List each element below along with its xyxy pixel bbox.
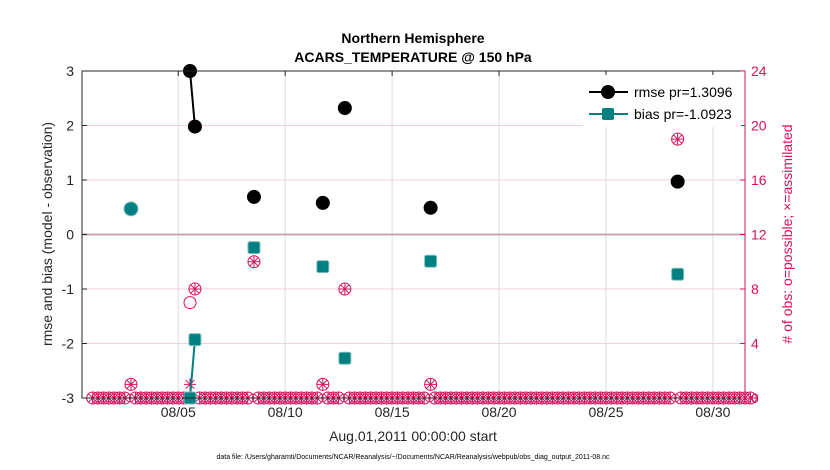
obs-assimilated-marker (424, 378, 437, 391)
obs-assimilated-marker (124, 378, 137, 391)
rmse-point (670, 174, 685, 189)
y-tick-label: -2 (62, 336, 75, 352)
bias-point (424, 254, 438, 268)
legend-rmse-label: rmse pr=1.3096 (634, 84, 733, 100)
x-axis-label: Aug.01,2011 00:00:00 start (329, 428, 497, 444)
obs-assimilated-marker (188, 283, 201, 295)
obs-count-markers (86, 132, 757, 405)
data-file-footer: data file: /Users/gharamti/Documents/NCA… (216, 454, 610, 461)
rmse-point (246, 189, 261, 204)
obs-assimilated-zero-marker (744, 392, 757, 404)
x-tick-label: 08/20 (482, 404, 517, 420)
rmse-line-segment (189, 70, 196, 127)
y-right-tick-label: 0 (751, 390, 759, 406)
y-tick-label: -1 (62, 281, 75, 297)
rmse-point (337, 101, 352, 116)
y-tick-label: 3 (66, 63, 74, 79)
obs-assimilated-marker (338, 283, 351, 295)
y-axis-label: rmse and bias (model - observation) (39, 122, 55, 346)
y-right-tick-label: 20 (751, 118, 767, 134)
x-tick-label: 08/30 (695, 404, 730, 420)
chart-title: Northern Hemisphere (341, 30, 484, 46)
y-tick-label: 0 (66, 227, 74, 243)
obs-assimilated-marker (671, 133, 684, 146)
y-axis-right-label: # of obs: o=possible; ×=assimilated (779, 124, 795, 343)
obs-possible-marker (183, 296, 197, 310)
legend-bias-label: bias pr=-1.0923 (634, 106, 732, 122)
y-right-tick-label: 12 (751, 227, 767, 243)
y-right-tick-label: 4 (751, 336, 759, 352)
rmse-point (315, 195, 330, 210)
y-tick-label: -3 (62, 390, 75, 406)
bias-point (247, 241, 261, 255)
bias-point (123, 201, 139, 217)
y-tick-label: 2 (66, 118, 74, 134)
y-right-tick-label: 8 (751, 281, 759, 297)
x-tick-label: 08/15 (375, 404, 410, 420)
bias-point (338, 351, 352, 365)
bias-point (671, 267, 685, 281)
series-markers (123, 64, 685, 405)
bias-point (188, 333, 202, 347)
rmse-point (423, 200, 438, 215)
ticks: 08/05 08/10 08/15 08/20 08/25 08/300481216202… (62, 63, 767, 420)
bias-point (316, 260, 330, 274)
y-tick-label: 1 (66, 172, 74, 188)
chart-subtitle: ACARS_TEMPERATURE @ 150 hPa (294, 49, 532, 65)
obs-assimilated-marker (316, 378, 329, 391)
legend: rmse pr=1.3096 bias pr=-1.0923 (583, 75, 741, 127)
obs-assimilated-marker (247, 255, 260, 268)
y-right-tick-label: 24 (751, 63, 767, 79)
x-tick-label: 08/05 (161, 404, 196, 420)
rmse-point (187, 119, 202, 134)
x-tick-label: 08/10 (268, 404, 303, 420)
legend-bias-marker (602, 108, 614, 120)
bias-line-segment (189, 339, 196, 399)
y-right-tick-label: 16 (751, 172, 767, 188)
x-tick-label: 08/25 (588, 404, 623, 420)
legend-rmse-marker (601, 85, 615, 99)
